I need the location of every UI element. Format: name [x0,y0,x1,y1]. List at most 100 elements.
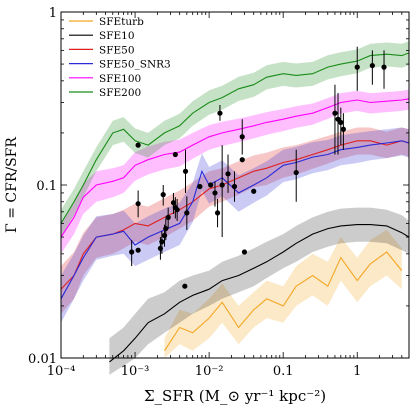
y-tick-label: 0.01 [28,352,57,367]
legend: SFEturb SFE10 SFE50 SFE50_SNR3 SFE100 SFE200 [69,16,171,99]
observation-point [241,249,248,255]
band-sfe10 [109,207,410,375]
observation-point [159,231,165,254]
observation-point [239,119,245,155]
observation-point [332,84,338,155]
x-tick-label: 1 [353,364,361,379]
observation-point [338,107,344,146]
observation-point [135,247,141,253]
observation-point [217,105,223,121]
observation-point [160,185,166,206]
observation-point [212,181,218,207]
series-line-sfe100 [60,98,410,238]
observation-marker [165,214,171,220]
observation-points [129,46,387,289]
observation-point [165,207,171,229]
observation-point [208,182,214,188]
observation-marker [197,183,203,190]
shaded-bands [61,41,410,375]
band-sfe50-snr3 [61,127,409,323]
observation-marker [214,210,221,216]
legend-label-sfe50-snr3: SFE50_SNR3 [99,59,171,71]
observation-point [163,218,169,241]
observation-marker [159,239,165,245]
observation-marker [135,247,141,253]
observation-point [381,50,387,89]
observation-marker [219,182,225,188]
observation-marker [182,283,188,289]
observation-point [231,171,238,202]
observation-marker [239,134,245,140]
observation-marker [172,151,178,158]
legend-label-sfeturb: SFEturb [99,16,144,28]
band-sfe50 [61,127,409,314]
observation-point [182,149,189,193]
observation-marker [129,249,135,255]
observation-point [293,149,299,202]
observation-point [354,46,360,91]
observation-marker [170,200,177,206]
observation-marker [135,142,141,148]
x-tick-labels: 10⁻⁴ 10⁻³ 10⁻² 0.1 1 [47,364,362,379]
observation-marker [239,157,245,163]
legend-label-sfe50: SFE50 [99,44,135,56]
legend-label-sfe100: SFE100 [99,73,141,85]
observation-point [184,196,190,230]
axis-ticks [60,11,410,359]
series-line-sfe10 [109,224,410,363]
observation-marker [184,210,190,216]
observation-marker [293,169,299,176]
observation-point [174,198,180,221]
observation-point [135,142,141,148]
observation-point [182,283,188,289]
observation-marker [174,207,180,213]
observation-point [214,198,221,228]
x-tick-label: 0.1 [273,364,294,379]
observation-marker [340,126,346,132]
observation-point [129,240,135,267]
observation-marker [208,182,214,188]
observation-marker [161,232,168,239]
observation-point [225,154,231,193]
x-tick-label: 10⁻² [195,364,224,379]
observation-point [251,188,257,194]
band-sfe200 [61,41,409,238]
observation-marker [217,110,223,116]
y-axis-label: Γ = CFR/SFR [4,137,20,233]
observation-marker [212,190,218,196]
legend-label-sfe200: SFE200 [99,87,141,99]
observation-point [170,192,177,214]
series-line-sfe200 [60,52,410,224]
band-sfeturb [164,229,402,358]
observation-marker [338,119,344,126]
band-sfe100 [61,89,409,254]
observation-marker [332,110,338,116]
series-line-sfeturb [164,251,403,352]
observation-marker [354,64,360,70]
x-tick-label: 10⁻³ [121,364,150,379]
observation-point [172,151,178,158]
observation-point [197,183,203,190]
observation-marker [241,249,248,255]
observation-marker [163,225,169,232]
x-tick-label: 10⁻⁴ [47,364,76,379]
observation-marker [381,64,387,70]
observation-point [340,113,346,150]
observation-marker [182,168,189,174]
observation-point [239,157,245,163]
observation-point [135,190,141,218]
observation-marker [369,62,375,69]
observation-marker [160,192,166,198]
y-tick-label: 1 [49,6,57,21]
observation-point [369,50,375,85]
observation-marker [225,171,231,177]
observation-marker [231,183,238,190]
legend-label-sfe10: SFE10 [99,30,135,42]
observation-marker [251,188,257,194]
observation-marker [135,201,141,207]
y-tick-label: 0.1 [36,179,57,194]
observation-point [219,145,225,238]
y-tick-labels: 0.01 0.1 1 [28,6,57,367]
x-axis-label: Σ_SFR (M_⊙ yr⁻¹ kpc⁻²) [144,387,326,405]
